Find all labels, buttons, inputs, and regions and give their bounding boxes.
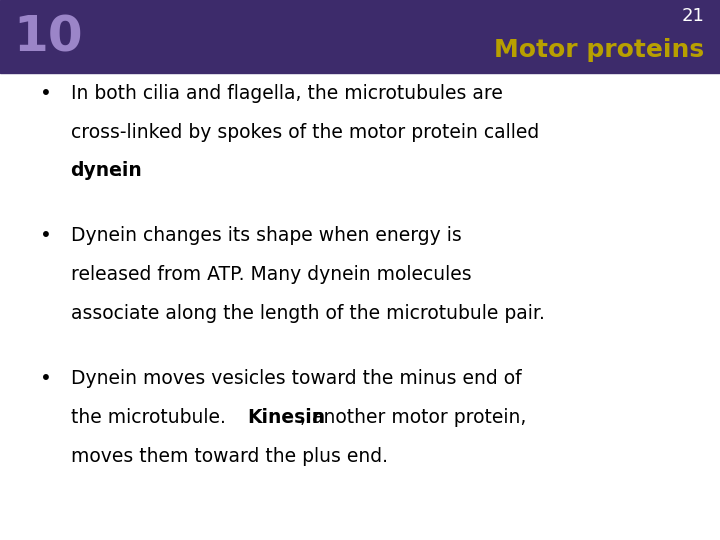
- Text: In both cilia and flagella, the microtubules are: In both cilia and flagella, the microtub…: [71, 84, 503, 103]
- Text: released from ATP. Many dynein molecules: released from ATP. Many dynein molecules: [71, 265, 471, 284]
- Bar: [0, 0, 720, 73]
- Text: Dynein moves vesicles toward the minus end of: Dynein moves vesicles toward the minus e…: [71, 369, 521, 388]
- Text: 10: 10: [13, 14, 83, 62]
- Text: .: .: [117, 161, 122, 180]
- Text: •: •: [40, 84, 51, 103]
- Text: Kinesin: Kinesin: [247, 408, 325, 427]
- Text: , another motor protein,: , another motor protein,: [300, 408, 526, 427]
- Text: Motor proteins: Motor proteins: [494, 38, 704, 62]
- Text: the microtubule.: the microtubule.: [71, 408, 231, 427]
- Text: •: •: [40, 226, 51, 245]
- Text: cross-linked by spokes of the motor protein called: cross-linked by spokes of the motor prot…: [71, 123, 539, 141]
- Text: •: •: [40, 369, 51, 388]
- Text: Dynein changes its shape when energy is: Dynein changes its shape when energy is: [71, 226, 462, 245]
- Text: 21: 21: [681, 7, 704, 25]
- Text: moves them toward the plus end.: moves them toward the plus end.: [71, 447, 387, 465]
- Text: dynein: dynein: [71, 161, 143, 180]
- Text: associate along the length of the microtubule pair.: associate along the length of the microt…: [71, 304, 544, 323]
